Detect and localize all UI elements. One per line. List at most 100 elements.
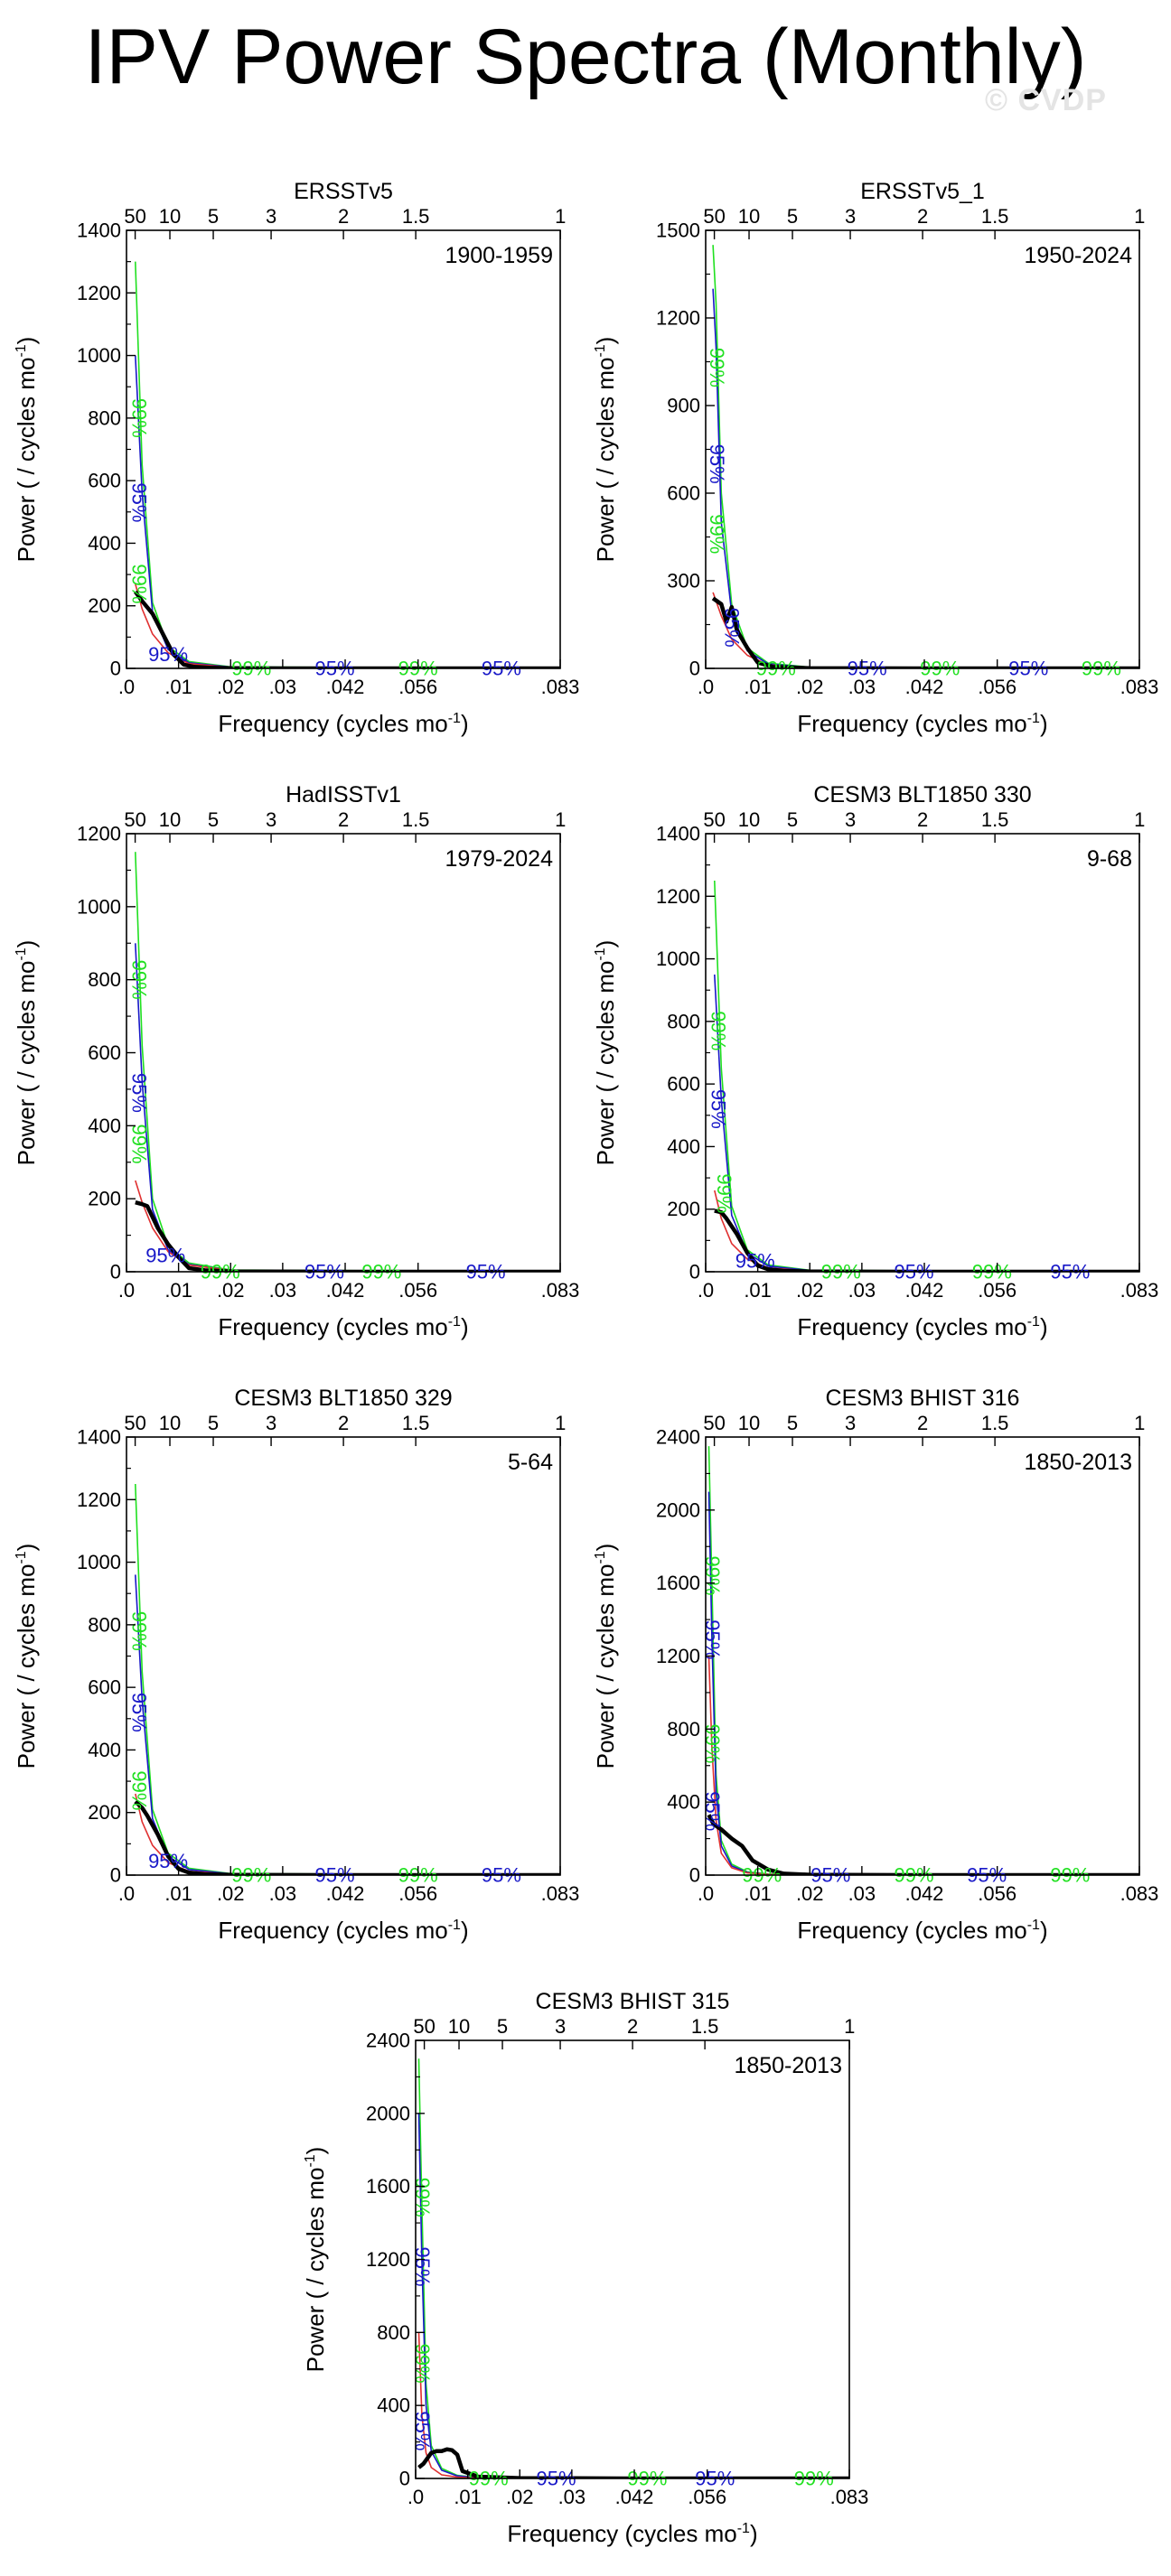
y-tick-label: 0 (110, 1261, 121, 1283)
x-tick-label: .042 (905, 676, 944, 698)
chart-period: 1850-2013 (1024, 1450, 1132, 1475)
series-line-conf99 (714, 880, 1139, 1272)
x-tick-label: .042 (326, 1279, 365, 1302)
top-tick-label: 1 (555, 808, 566, 831)
y-tick-label: 1000 (77, 895, 121, 918)
top-tick-label: 5 (208, 1412, 219, 1434)
y-axis-label: Power ( / cycles mo-1) (13, 940, 40, 1166)
y-tick-label: 400 (667, 1791, 700, 1814)
y-tick-label: 1400 (77, 219, 121, 242)
confidence-label: 99% (127, 1770, 150, 1810)
chart-period: 1950-2024 (1024, 243, 1132, 268)
x-tick-label: .03 (269, 676, 297, 698)
top-tick-label: 3 (845, 808, 856, 831)
top-tick-label: 3 (845, 205, 856, 228)
x-tick-label: .042 (326, 1882, 365, 1905)
x-axis-label: Frequency (cycles mo-1) (218, 1917, 468, 1944)
y-axis-label: Power ( / cycles mo-1) (302, 2147, 329, 2373)
plot-frame (705, 833, 1140, 1273)
top-tick-label: 1.5 (402, 205, 430, 228)
top-tick-label: 50 (124, 808, 145, 831)
confidence-label: 95% (701, 1619, 724, 1659)
y-tick-label: 200 (667, 1198, 700, 1220)
top-tick-label: 5 (497, 2015, 508, 2038)
confidence-label: 99% (127, 1125, 150, 1164)
y-tick-label: 1200 (656, 885, 700, 908)
confidence-label: 99% (127, 564, 150, 603)
x-tick-label: .01 (164, 676, 192, 698)
top-tick-label: 10 (738, 808, 760, 831)
y-tick-label: 1500 (656, 219, 700, 242)
top-tick-label: 10 (159, 1412, 181, 1434)
confidence-label: 95% (127, 1073, 150, 1113)
y-tick-label: 1200 (656, 1645, 700, 1667)
series-line-conf95 (707, 1491, 1139, 1875)
y-axis-label: Power ( / cycles mo-1) (592, 1544, 619, 1769)
x-tick-label: .056 (398, 676, 437, 698)
x-tick-label: .042 (905, 1279, 944, 1302)
chart-title: ERSSTv5 (294, 179, 393, 204)
x-tick-label: .0 (118, 676, 135, 698)
x-tick-label: .0 (698, 676, 714, 698)
y-tick-label: 0 (110, 658, 121, 680)
y-tick-label: 400 (88, 1739, 121, 1761)
chart-title: CESM3 BHIST 316 (826, 1386, 1020, 1411)
top-tick-label: 3 (266, 1412, 276, 1434)
confidence-label: 95% (148, 643, 188, 666)
chart-title: CESM3 BHIST 315 (536, 1989, 730, 2014)
x-tick-label: .056 (978, 1882, 1016, 1905)
series-line-conf99 (135, 1483, 560, 1875)
x-axis-label: Frequency (cycles mo-1) (218, 710, 468, 737)
x-tick-label: .083 (541, 1882, 580, 1905)
x-tick-label: .01 (744, 676, 772, 698)
x-tick-label: .0 (118, 1279, 135, 1302)
y-tick-label: 800 (88, 1613, 121, 1636)
top-tick-label: 1 (555, 1412, 566, 1434)
x-tick-label: .03 (558, 2486, 586, 2508)
series-line-conf99 (707, 1446, 1139, 1875)
plot-frame (126, 1436, 561, 1876)
x-tick-label: .03 (848, 1882, 876, 1905)
series-line-conf95 (714, 974, 1139, 1272)
series-line-conf95 (135, 355, 560, 668)
chart-panel-4: 99%95%99%95% 99% 95% 99% 95%0200400600800100… (592, 782, 1158, 1340)
top-tick-label: 3 (555, 2015, 566, 2038)
top-tick-label: 5 (787, 205, 798, 228)
confidence-label: 95% (411, 2411, 434, 2450)
x-tick-label: .056 (398, 1882, 437, 1905)
x-tick-label: .03 (269, 1882, 297, 1905)
confidence-label: 95% (411, 2247, 434, 2287)
x-tick-label: .02 (217, 1279, 245, 1302)
x-axis-label: Frequency (cycles mo-1) (218, 1313, 468, 1340)
y-tick-label: 600 (667, 482, 700, 505)
confidence-label: 95% (707, 1089, 729, 1129)
x-tick-label: .056 (688, 2486, 726, 2508)
chart-title: HadISSTv1 (286, 782, 401, 807)
top-tick-label: 10 (159, 808, 181, 831)
top-tick-label: 1.5 (402, 1412, 430, 1434)
y-tick-label: 400 (667, 1135, 700, 1158)
page-title: IPV Power Spectra (Monthly) (84, 14, 1087, 100)
x-tick-label: .0 (408, 2486, 424, 2508)
series-line-red-noise (135, 1793, 560, 1875)
top-tick-label: 2 (338, 808, 349, 831)
y-tick-label: 1200 (77, 823, 121, 845)
top-tick-label: 2 (627, 2015, 638, 2038)
top-tick-label: 1.5 (981, 1412, 1009, 1434)
x-tick-label: .042 (615, 2486, 654, 2508)
x-tick-label: .056 (398, 1279, 437, 1302)
x-tick-label: .083 (1120, 1882, 1159, 1905)
chart-panel-7: 99%95%99%95%99% 95% 99% 95% 99%0400800120016… (302, 1989, 868, 2547)
x-tick-label: .01 (744, 1279, 772, 1302)
y-tick-label: 1200 (656, 307, 700, 330)
x-tick-label: .03 (848, 1279, 876, 1302)
confidence-label: 99% (706, 514, 728, 554)
x-tick-label: .056 (978, 676, 1016, 698)
chart-panel-3: 99%95%99%95%99% 95% 99% 95%0200400600800100… (13, 782, 579, 1340)
x-tick-label: .02 (506, 2486, 534, 2508)
confidence-label: 99% (706, 348, 728, 387)
top-tick-label: 2 (338, 1412, 349, 1434)
plot-frame (415, 2039, 850, 2479)
series-line-red-noise (714, 1190, 1139, 1272)
